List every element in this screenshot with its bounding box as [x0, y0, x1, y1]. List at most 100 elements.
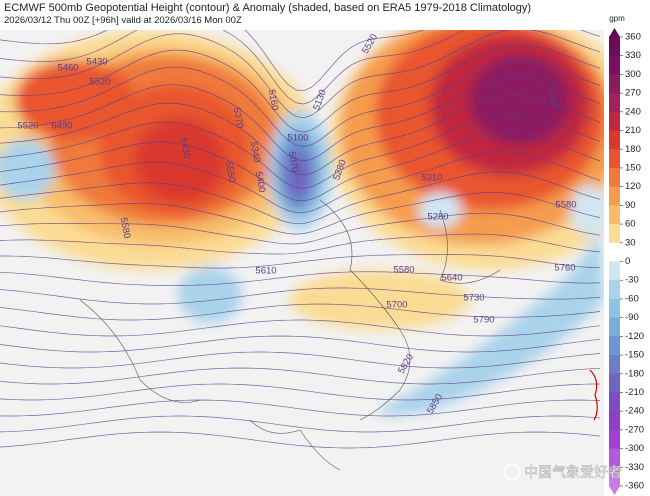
colorbar-segment	[609, 130, 620, 150]
contour-line	[0, 287, 601, 305]
contour-line	[0, 192, 601, 235]
contour-line	[0, 383, 600, 401]
contour-line	[0, 61, 601, 147]
contour-line	[0, 30, 601, 105]
coastlines	[79, 199, 598, 471]
contour-line	[0, 212, 601, 245]
colorbar-segment	[609, 167, 620, 188]
contour-line	[0, 151, 601, 213]
colorbar-tick-label: 30	[625, 237, 636, 248]
contour-label: 5370	[231, 107, 246, 130]
contour-label: 5760	[554, 263, 575, 274]
colorbar-segment	[609, 37, 620, 57]
colorbar-tick-label: -210	[625, 387, 644, 398]
colorbar-segment	[609, 355, 620, 375]
contour-line	[0, 113, 601, 189]
colorbar-tick-label: 60	[625, 219, 636, 230]
colorbar-tick-label: -360	[625, 481, 644, 492]
contour-label: 5400	[253, 171, 268, 194]
colorbar-tick-label: 0	[625, 256, 630, 267]
colorbar-tick-label: -180	[625, 368, 644, 379]
colorbar-segment	[609, 429, 620, 450]
contour-label: 5520	[17, 121, 38, 132]
contour-label: 5580	[555, 200, 576, 211]
contour-label: 5070	[286, 151, 301, 174]
watermark-icon	[503, 463, 521, 481]
colorbar-tick-label: -270	[625, 424, 644, 435]
colorbar-tick-label: -300	[625, 443, 644, 454]
contour-label: 5490	[51, 121, 72, 132]
contour-label: 5100	[287, 133, 308, 144]
colorbar-tick-label: 270	[625, 88, 641, 99]
colorbar-segment	[609, 205, 620, 225]
colorbar-segment	[609, 55, 620, 75]
colorbar-segment	[609, 242, 620, 262]
colorbar-segment	[609, 411, 620, 431]
contour-line	[0, 319, 601, 337]
contour-labels: 5460 5430 5520 5490 5520 5430 5550 5370 …	[17, 32, 576, 416]
contour-line	[0, 171, 601, 225]
contour-label: 5340	[248, 141, 263, 164]
colorbar: 3603303002702402101801501209060300-30-60…	[609, 28, 644, 495]
colorbar-tick-label: -150	[625, 350, 644, 361]
colorbar-segment	[609, 317, 620, 337]
contour-line	[0, 30, 425, 92]
colorbar-segment	[609, 392, 620, 412]
contour-line	[0, 367, 601, 385]
colorbar-segment	[609, 373, 620, 393]
contour-label: 5580	[118, 217, 133, 240]
contour-line	[0, 431, 601, 449]
colorbar-tick-label: 120	[625, 181, 641, 192]
contour-line	[0, 233, 601, 255]
contour-line	[0, 254, 601, 269]
colorbar-tick-label: 330	[625, 50, 641, 61]
colorbar-segment	[609, 93, 620, 113]
contour-label: 5280	[427, 212, 448, 223]
contour-label: 5460	[57, 63, 78, 74]
colorbar-tick-label: -120	[625, 331, 644, 342]
contour-line	[0, 415, 601, 433]
contour-label: 5310	[421, 173, 442, 184]
contour-label: 5580	[393, 265, 414, 276]
colorbar-tick-label: 150	[625, 162, 641, 173]
colorbar-segment	[609, 467, 620, 487]
contour-label: 5730	[463, 293, 484, 304]
contour-line	[0, 303, 601, 321]
contour-label: 5430	[86, 57, 107, 68]
colorbar-segment	[609, 280, 620, 300]
map-title: ECMWF 500mb Geopotential Height (contour…	[4, 2, 531, 14]
contour-label: 5550	[223, 161, 238, 184]
colorbar-segment	[609, 74, 620, 94]
contour-label: 5520	[89, 77, 110, 88]
contour-label: 5700	[386, 300, 407, 311]
colorbar-arrow-top	[609, 28, 620, 37]
colorbar-segment	[609, 224, 620, 244]
colorbar-tick-label: -60	[625, 293, 639, 304]
colorbar-tick-label: 180	[625, 144, 641, 155]
colorbar-segment	[609, 149, 620, 169]
contour-label: 5790	[473, 315, 494, 326]
colorbar-segment	[609, 298, 620, 319]
contour-line	[0, 399, 601, 417]
contour-line	[0, 44, 601, 133]
colorbar-segment	[609, 448, 620, 468]
map-subtitle: 2026/03/12 Thu 00Z [+96h] valid at 2026/…	[4, 15, 242, 26]
colorbar-segment	[609, 336, 620, 356]
colorbar-arrow-bottom	[609, 486, 620, 495]
watermark-text: 中国气象爱好者	[524, 464, 622, 480]
watermark: 中国气象爱好者	[503, 463, 622, 481]
contour-line	[0, 271, 601, 286]
contour-label: 5430	[178, 137, 193, 160]
colorbar-segment	[609, 111, 620, 132]
contour-line	[0, 95, 601, 176]
colorbar-tick-label: 240	[625, 106, 641, 117]
height-contours	[0, 30, 601, 449]
colorbar-segment	[609, 261, 620, 281]
contour-label: 5160	[266, 89, 281, 112]
colorbar-tick-label: 300	[625, 69, 641, 80]
contour-label: 5610	[255, 266, 276, 277]
contour-label: 5640	[441, 273, 462, 284]
contour-line	[0, 335, 601, 353]
